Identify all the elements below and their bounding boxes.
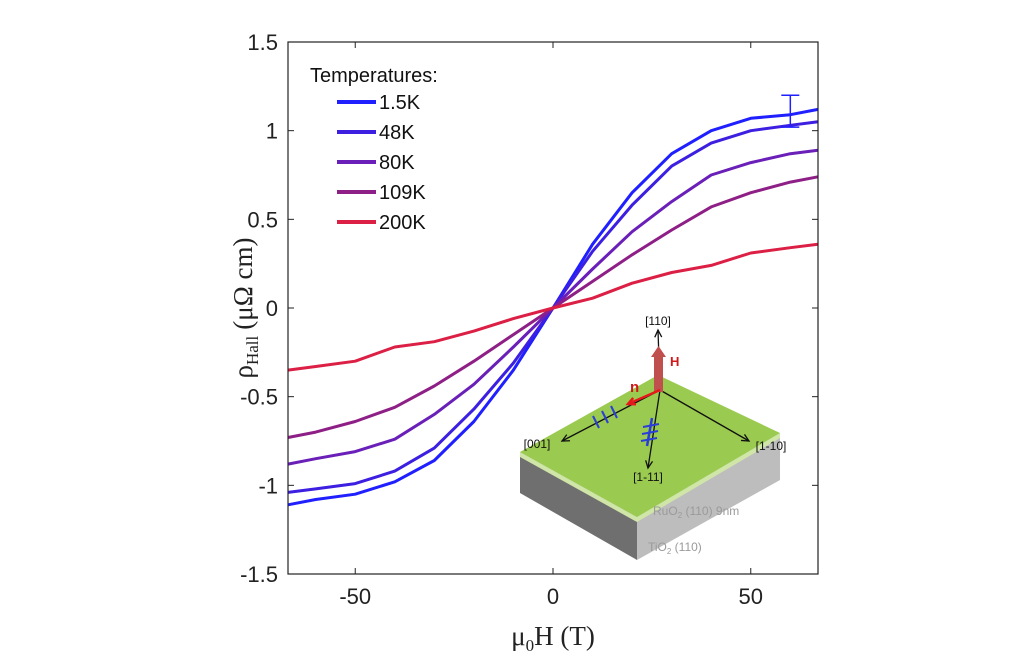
y-tick-label: -0.5 — [240, 385, 278, 410]
x-axis-label-part: H (T) — [534, 621, 595, 651]
legend-label-80K: 80K — [379, 152, 415, 174]
y-axis-label-part: ρ — [228, 365, 258, 378]
axis-001-arrow-head — [560, 434, 571, 442]
field-label: H — [670, 354, 679, 369]
y-tick-label: 0 — [266, 296, 278, 321]
y-tick-label: -1 — [258, 473, 278, 498]
substrate-label-part: TiO — [648, 540, 667, 554]
spin-stripe-line — [645, 417, 654, 447]
film-label-part: (110) 9nm — [682, 504, 739, 518]
axis-001-label: [001] — [524, 437, 551, 451]
legend-label-48K: 48K — [379, 122, 415, 144]
x-tick-label: 0 — [547, 584, 559, 609]
x-tick-label: -50 — [339, 584, 371, 609]
legend-label-200K: 200K — [379, 212, 426, 234]
x-axis-label-part: μ — [511, 621, 525, 651]
spin-stripe — [610, 405, 618, 419]
axis-1-11-arrow-head — [645, 460, 654, 470]
field-arrow-head — [651, 346, 666, 357]
spin-stripe — [592, 415, 600, 429]
y-tick-label: 1.5 — [247, 30, 278, 55]
y-tick-label: 1 — [266, 119, 278, 144]
substrate-right-face — [637, 433, 780, 560]
film-label-part: RuO — [653, 504, 678, 518]
x-tick-label: 50 — [739, 584, 763, 609]
film-label-part: 2 — [678, 511, 683, 520]
crystal-inset: Hn[110][001][1-11][1-10]RuO2 (110) 9nmTi… — [520, 314, 786, 560]
legend-label-109K: 109K — [379, 182, 426, 204]
film-label: RuO2 (110) 9nm — [653, 504, 739, 520]
spin-stripe — [601, 410, 609, 424]
substrate-label-part: (110) — [671, 540, 701, 554]
axis-1-10-arrow — [659, 389, 750, 442]
substrate-left-face — [520, 452, 637, 560]
legend-title: Temperatures: — [310, 65, 438, 87]
y-tick-label: 0.5 — [247, 207, 278, 232]
axis-1-10-arrow-head — [740, 434, 751, 442]
film-top-face — [520, 375, 780, 517]
y-tick-label: -1.5 — [240, 562, 278, 587]
substrate-label-part: 2 — [667, 547, 672, 556]
neel-vector-arrow — [627, 388, 661, 406]
axis-1-10-label: [1-10] — [756, 439, 787, 453]
field-arrow — [654, 356, 663, 392]
axis-110-label: [110] — [645, 314, 671, 328]
legend-label-1.5K: 1.5K — [379, 92, 421, 114]
x-axis-label-part: 0 — [526, 636, 535, 655]
series-line-200K — [287, 242, 819, 372]
y-axis-label-part: (μΩ cm) — [228, 237, 258, 329]
x-axis-label: μ0H (T) — [511, 621, 595, 655]
y-axis-label-part: Hall — [243, 335, 262, 365]
axis-110-arrow-head — [654, 328, 663, 338]
neel-vector-arrow-head — [625, 397, 637, 406]
axis-1-11-label: [1-11] — [633, 470, 663, 484]
neel-label: n — [630, 379, 639, 396]
axis-1-11-arrow — [647, 389, 661, 469]
y-axis-label: ρHall (μΩ cm) — [228, 237, 262, 378]
substrate-label: TiO2 (110) — [648, 540, 702, 556]
